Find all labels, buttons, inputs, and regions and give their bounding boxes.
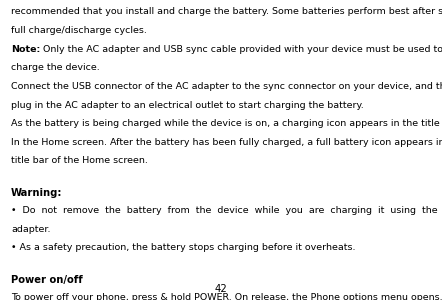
Text: • As a safety precaution, the battery stops charging before it overheats.: • As a safety precaution, the battery st…	[11, 243, 355, 252]
Text: full charge/discharge cycles.: full charge/discharge cycles.	[11, 26, 147, 35]
Text: adapter.: adapter.	[11, 225, 50, 234]
Text: To power off your phone, press & hold POWER. On release, the Phone options menu : To power off your phone, press & hold PO…	[11, 293, 442, 300]
Text: charge the device.: charge the device.	[11, 63, 100, 72]
Text: In the Home screen. After the battery has been fully charged, a full battery ico: In the Home screen. After the battery ha…	[11, 138, 442, 147]
Text: plug in the AC adapter to an electrical outlet to start charging the battery.: plug in the AC adapter to an electrical …	[11, 100, 364, 109]
Text: Only the AC adapter and USB sync cable provided with your device must be used to: Only the AC adapter and USB sync cable p…	[43, 45, 442, 54]
Text: 42: 42	[215, 284, 227, 294]
Text: As the battery is being charged while the device is on, a charging icon appears : As the battery is being charged while th…	[11, 119, 442, 128]
Text: Warning:: Warning:	[11, 188, 63, 197]
Text: Power on/off: Power on/off	[11, 274, 83, 284]
Text: •  Do  not  remove  the  battery  from  the  device  while  you  are  charging  : • Do not remove the battery from the dev…	[11, 206, 442, 215]
Text: recommended that you install and charge the battery. Some batteries perform best: recommended that you install and charge …	[11, 8, 442, 16]
Text: title bar of the Home screen.: title bar of the Home screen.	[11, 156, 148, 165]
Text: Connect the USB connector of the AC adapter to the sync connector on your device: Connect the USB connector of the AC adap…	[11, 82, 442, 91]
Text: Note:: Note:	[11, 45, 40, 54]
